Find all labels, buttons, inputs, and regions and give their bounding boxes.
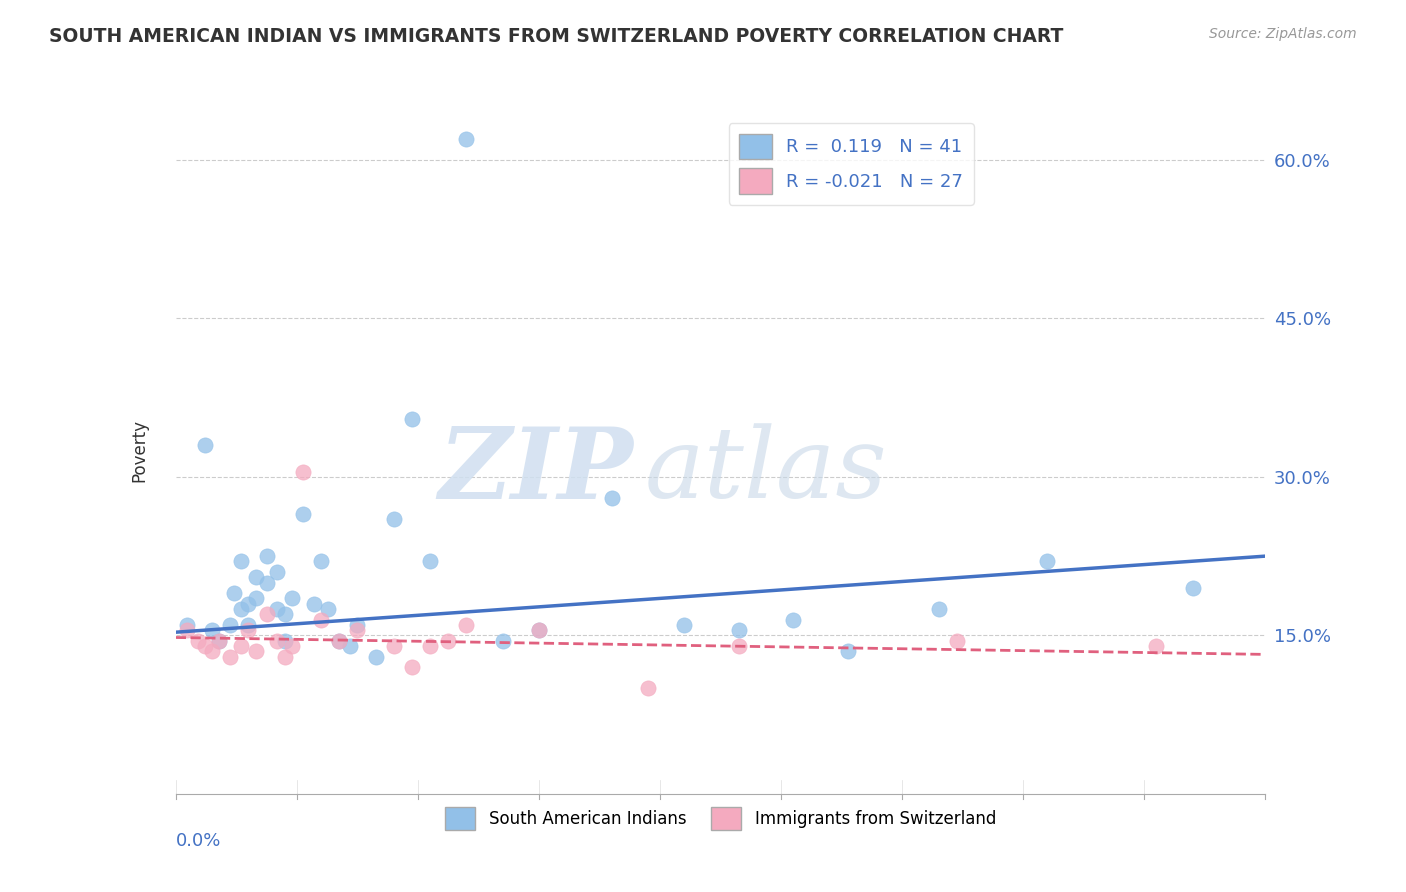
Point [266, 565, 288, 579]
Text: Source: ZipAtlas.com: Source: ZipAtlas.com [1209, 27, 1357, 41]
Point [266, 602, 288, 616]
Point [1036, 554, 1059, 568]
Point [600, 491, 623, 505]
Point [492, 633, 515, 648]
Point [222, 586, 245, 600]
Text: 0.0%: 0.0% [176, 831, 221, 850]
Point [1146, 639, 1168, 653]
Point [266, 633, 288, 648]
Point [231, 554, 253, 568]
Text: ZIP: ZIP [439, 423, 633, 519]
Point [194, 438, 217, 452]
Point [201, 644, 224, 658]
Point [328, 633, 350, 648]
Point [401, 411, 423, 425]
Text: Poverty: Poverty [131, 419, 149, 482]
Point [201, 623, 224, 637]
Point [945, 633, 967, 648]
Point [281, 639, 304, 653]
Point [291, 465, 314, 479]
Point [782, 613, 804, 627]
Point [527, 623, 550, 637]
Point [208, 633, 231, 648]
Point [346, 617, 368, 632]
Point [219, 617, 242, 632]
Point [208, 633, 231, 648]
Point [302, 597, 325, 611]
Point [176, 623, 198, 637]
Point [256, 607, 278, 622]
Point [837, 644, 859, 658]
Point [238, 617, 260, 632]
Point [456, 132, 478, 146]
Point [437, 633, 460, 648]
Point [245, 591, 267, 606]
Point [274, 649, 297, 664]
Point [274, 607, 297, 622]
Point [1181, 581, 1204, 595]
Point [364, 649, 387, 664]
Point [328, 633, 350, 648]
Point [318, 602, 340, 616]
Point [231, 602, 253, 616]
Point [291, 507, 314, 521]
Point [382, 639, 405, 653]
Point [281, 591, 304, 606]
Point [256, 549, 278, 563]
Point [346, 623, 368, 637]
Point [637, 681, 659, 696]
Legend: South American Indians, Immigrants from Switzerland: South American Indians, Immigrants from … [439, 800, 1002, 837]
Point [238, 623, 260, 637]
Text: atlas: atlas [644, 424, 887, 519]
Point [401, 660, 423, 674]
Point [256, 575, 278, 590]
Point [419, 554, 441, 568]
Text: SOUTH AMERICAN INDIAN VS IMMIGRANTS FROM SWITZERLAND POVERTY CORRELATION CHART: SOUTH AMERICAN INDIAN VS IMMIGRANTS FROM… [49, 27, 1063, 45]
Point [339, 639, 361, 653]
Point [274, 633, 297, 648]
Point [727, 623, 749, 637]
Point [238, 597, 260, 611]
Point [419, 639, 441, 653]
Point [176, 617, 198, 632]
Point [245, 644, 267, 658]
Point [245, 570, 267, 584]
Point [186, 633, 209, 648]
Point [727, 639, 749, 653]
Point [928, 602, 950, 616]
Point [382, 512, 405, 526]
Point [231, 639, 253, 653]
Point [309, 554, 332, 568]
Point [673, 617, 696, 632]
Point [456, 617, 478, 632]
Point [527, 623, 550, 637]
Point [309, 613, 332, 627]
Point [219, 649, 242, 664]
Point [194, 639, 217, 653]
